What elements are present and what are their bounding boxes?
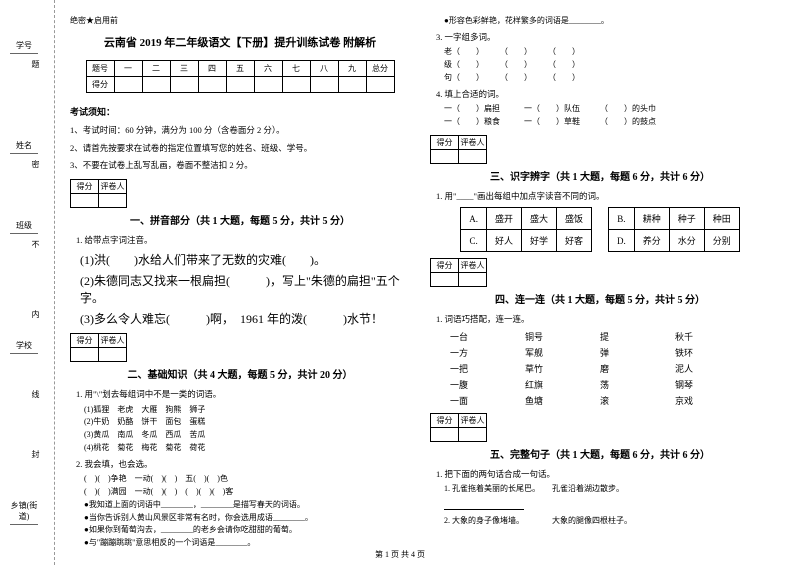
sec2-q2-0: ( )( )争艳 一动( )( ) 五( )( )色	[84, 473, 410, 486]
r-q3-1: 级（ ） （ ） （ ）	[444, 59, 770, 72]
th-1: 一	[114, 61, 142, 77]
r-q4-0: 一（ ）扁担 一（ ）队伍 （ ）的头巾	[444, 103, 770, 116]
m-1: 一方军舰弹铁环	[450, 346, 770, 359]
page-content: 绝密★启用前 云南省 2019 年二年级语文【下册】提升训练试卷 附解析 题号 …	[0, 0, 800, 550]
score-box-3: 得分评卷人	[430, 135, 487, 164]
bind-field-name[interactable]: 姓名	[10, 140, 38, 154]
sec2-g3: (3)黄瓜 南瓜 冬瓜 西瓜 苦瓜	[84, 429, 410, 442]
bind-mark-5: 封	[30, 450, 41, 458]
score-row-label: 得分	[86, 77, 114, 93]
page-number: 第 1 页 共 4 页	[0, 549, 800, 560]
sec1-q1: 1. 给带点字词注音。	[76, 233, 410, 247]
m-4: 一面鱼塘滚京戏	[450, 394, 770, 407]
r-q4-1: 一（ ）粮食 一（ ）草鞋 （ ）的鼓点	[444, 116, 770, 129]
score-box-4: 得分评卷人	[430, 258, 487, 287]
m-3: 一腹红旗荡钢琴	[450, 378, 770, 391]
r-q3-0: 老（ ） （ ） （ ）	[444, 46, 770, 59]
bind-field-xuehao[interactable]: 学号	[10, 40, 38, 54]
right-q3: 3. 一字组多词。	[436, 30, 770, 44]
right-column: ●形容色彩鲜艳，花样繁多的词语是________。 3. 一字组多词。 老（ ）…	[420, 15, 780, 550]
th-2: 二	[142, 61, 170, 77]
sec1-l1: (1)洪( )水给人们带来了无数的灾难( )。	[80, 251, 410, 268]
sec1-title: 一、拼音部分（共 1 大题，每题 5 分，共计 5 分）	[70, 212, 410, 227]
th-8: 八	[310, 61, 338, 77]
th-4: 四	[198, 61, 226, 77]
sec2-g2: (2)牛奶 奶酪 饼干 面包 蛋糕	[84, 416, 410, 429]
sec1-l2: (2)朱德同志又找来一根扁担( )，写上"朱德的扁担"五个字。	[80, 272, 410, 306]
sec4-q: 1. 词语巧搭配，连一连。	[436, 312, 770, 326]
bind-mark-0: 题	[30, 60, 41, 68]
bind-mark-4: 线	[30, 390, 41, 398]
sec2-q1: 1. 用"\"划去每组词中不是一类的词语。	[76, 387, 410, 401]
notice-3: 3、不要在试卷上乱写乱画，卷面不整洁扣 2 分。	[70, 159, 410, 173]
score-summary-table: 题号 一 二 三 四 五 六 七 八 九 总分 得分	[86, 60, 395, 93]
left-column: 绝密★启用前 云南省 2019 年二年级语文【下册】提升训练试卷 附解析 题号 …	[60, 15, 420, 550]
bind-field-town[interactable]: 乡镇(街道)	[10, 500, 38, 525]
notice-1: 1、考试时间：60 分钟，满分为 100 分（含卷面分 2 分）。	[70, 124, 410, 138]
sec3-q: 1. 用"____"画出每组中加点字读音不同的词。	[436, 189, 770, 203]
sec3-title: 三、识字辨字（共 1 大题，每题 6 分，共计 6 分）	[430, 168, 770, 183]
score-box-5: 得分评卷人	[430, 413, 487, 442]
sec2-q2-4: ●如果你到葡萄沟去，________的老乡会请你吃甜甜的葡萄。	[84, 524, 410, 537]
sec2-g4: (4)桃花 菊花 梅花 菊花 荷花	[84, 442, 410, 455]
sec1-l3: (3)多么令人难忘( )啊， 1961 年的泼( )水节！	[80, 310, 410, 327]
right-q4: 4. 填上合适的词。	[436, 87, 770, 101]
score-box-1: 得分评卷人	[70, 179, 127, 208]
score-box-2: 得分评卷人	[70, 333, 127, 362]
bind-field-school[interactable]: 学校	[10, 340, 38, 354]
sec2-q2-3: ●当你告诉别人黄山风景区非常有名时，你会选用成语________。	[84, 512, 410, 525]
bind-mark-3: 内	[30, 310, 41, 318]
bind-mark-2: 不	[30, 240, 41, 248]
bind-field-class[interactable]: 班级	[10, 220, 38, 234]
sec2-g1: (1)狐狸 老虎 大雁 狗熊 狮子	[84, 404, 410, 417]
th-0: 题号	[86, 61, 114, 77]
exam-title: 云南省 2019 年二年级语文【下册】提升训练试卷 附解析	[70, 34, 410, 50]
sec3-table: A. 盛开 盛大 盛饭 B. 耕种 种子 种田 C. 好人 好学 好客 D. 养…	[460, 207, 740, 252]
sec2-q2-2: ●我知道上面的词语中________，________是描写春天的词语。	[84, 499, 410, 512]
binding-margin: 学号 题 姓名 密 班级 不 内 学校 线 封 乡镇(街道)	[0, 0, 55, 565]
notice-title: 考试须知：	[70, 105, 410, 118]
th-10: 总分	[366, 61, 394, 77]
sec2-q2: 2. 我会填，也会选。	[76, 457, 410, 471]
sec5-l1: 1. 孔雀拖着美丽的长尾巴。 孔雀沿着湖边散步。	[444, 483, 770, 496]
sec5-title: 五、完整句子（共 1 大题，每题 6 分，共计 6 分）	[430, 446, 770, 461]
th-6: 六	[254, 61, 282, 77]
bind-mark-1: 密	[30, 160, 41, 168]
th-7: 七	[282, 61, 310, 77]
th-5: 五	[226, 61, 254, 77]
sec2-title: 二、基础知识（共 4 大题，每题 5 分，共计 20 分）	[70, 366, 410, 381]
blank-line-1[interactable]	[444, 509, 524, 510]
m-0: 一台铜号提秋千	[450, 330, 770, 343]
notice-2: 2、请首先按要求在试卷的指定位置填写您的姓名、班级、学号。	[70, 142, 410, 156]
sec5-l2: 2. 大象的身子像堵墙。 大象的腿像四根柱子。	[444, 515, 770, 528]
r-q3-2: 句（ ） （ ） （ ）	[444, 72, 770, 85]
sec2-q2-1: ( )( )满园 一动( )( ) ( )( )( )客	[84, 486, 410, 499]
secret-label: 绝密★启用前	[70, 15, 410, 26]
sec4-title: 四、连一连（共 1 大题，每题 5 分，共计 5 分）	[430, 291, 770, 306]
th-9: 九	[338, 61, 366, 77]
m-2: 一把草竹磨泥人	[450, 362, 770, 375]
th-3: 三	[170, 61, 198, 77]
right-top: ●形容色彩鲜艳，花样繁多的词语是________。	[444, 15, 770, 28]
sec5-q: 1. 把下面的两句话合成一句话。	[436, 467, 770, 481]
